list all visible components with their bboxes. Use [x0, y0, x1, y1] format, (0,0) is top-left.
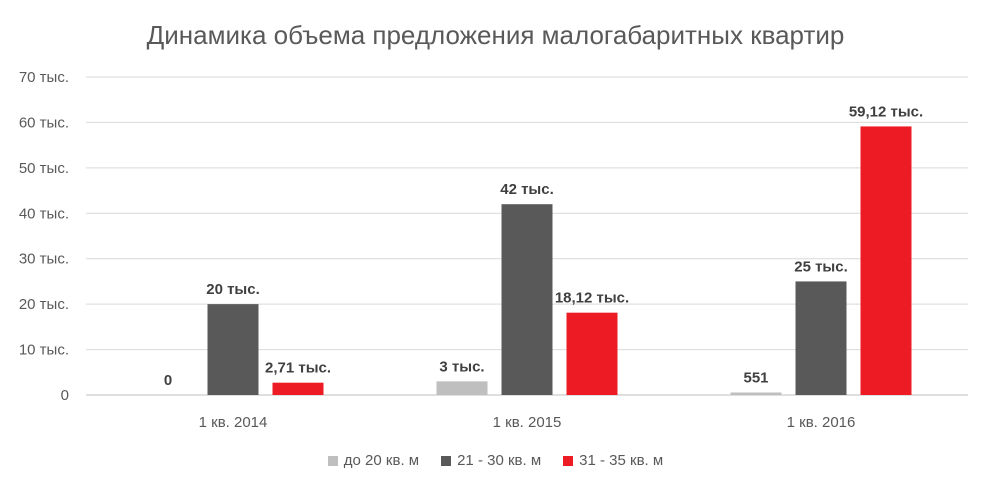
y-tick-label: 70 тыс. — [19, 69, 69, 86]
bar — [730, 392, 782, 395]
labels-layer: 0 10 тыс. 20 тыс. 30 тыс. 40 тыс. 50 тыс. 60 т… — [19, 69, 923, 431]
data-label: 2,71 тыс. — [265, 360, 331, 377]
data-label: 20 тыс. — [206, 281, 260, 298]
legend: до 20 кв. м 21 - 30 кв. м 31 - 35 кв. м — [0, 452, 991, 469]
x-tick-label: 1 кв. 2014 — [199, 414, 268, 431]
y-tick-label: 20 тыс. — [19, 296, 69, 313]
bar — [436, 381, 488, 395]
bars-layer — [207, 126, 912, 396]
legend-item: до 20 кв. м — [327, 452, 420, 469]
data-label: 0 — [164, 372, 172, 389]
y-tick-label: 0 — [61, 387, 69, 404]
bar — [501, 204, 553, 395]
legend-label: до 20 кв. м — [343, 452, 420, 469]
legend-swatch — [563, 455, 574, 466]
legend-swatch — [441, 455, 452, 466]
data-label: 18,12 тыс. — [555, 290, 629, 307]
data-label: 59,12 тыс. — [849, 103, 923, 120]
legend-label: 31 - 35 кв. м — [579, 452, 664, 469]
y-tick-label: 10 тыс. — [19, 342, 69, 359]
legend-item: 21 - 30 кв. м — [441, 452, 541, 469]
y-tick-label: 60 тыс. — [19, 114, 69, 131]
x-tick-label: 1 кв. 2015 — [493, 414, 562, 431]
data-label: 3 тыс. — [439, 358, 484, 375]
legend-label: 21 - 30 кв. м — [457, 452, 542, 469]
bar — [795, 281, 847, 395]
y-tick-label: 40 тыс. — [19, 205, 69, 222]
chart-title: Динамика объема предложения малогабаритн… — [146, 20, 845, 50]
data-label: 25 тыс. — [794, 258, 848, 275]
bar — [566, 312, 618, 395]
legend-swatch — [327, 455, 338, 466]
data-label: 551 — [743, 369, 768, 386]
x-tick-label: 1 кв. 2016 — [787, 414, 856, 431]
bar — [272, 382, 324, 395]
bar — [860, 126, 912, 396]
data-label: 42 тыс. — [500, 181, 554, 198]
bar — [207, 304, 259, 395]
y-tick-label: 30 тыс. — [19, 251, 69, 268]
legend-item: 31 - 35 кв. м — [563, 452, 663, 469]
y-tick-label: 50 тыс. — [19, 160, 69, 177]
